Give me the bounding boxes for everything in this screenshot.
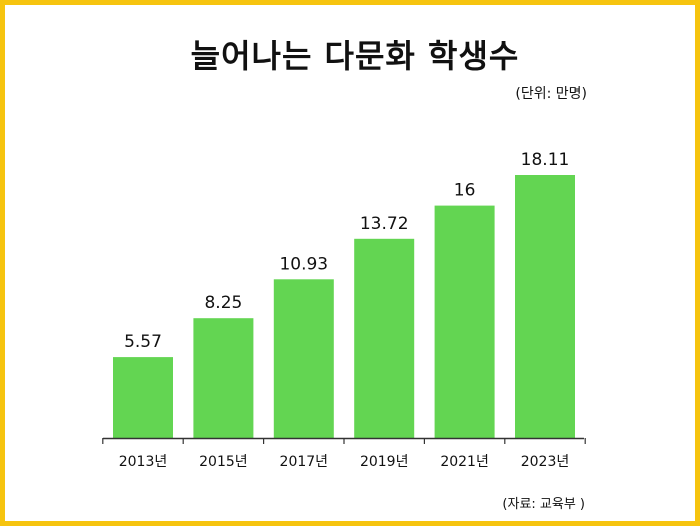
source-note: (자료: 교육부 ) — [502, 497, 585, 512]
value-label-2013년: 5.57 — [124, 332, 162, 352]
tick-label-2021년: 2021년 — [440, 454, 489, 470]
tick-label-2013년: 2013년 — [119, 454, 168, 470]
chart-title: 늘어나는 다문화 학생수 — [190, 37, 520, 75]
tick-label-2019년: 2019년 — [360, 454, 409, 470]
bar-2017년 — [273, 279, 334, 438]
value-label-2023년: 18.11 — [521, 150, 570, 170]
bar-2023년 — [515, 175, 575, 438]
tick-label-2015년: 2015년 — [199, 454, 248, 470]
bar-2015년 — [193, 318, 254, 438]
value-label-2015년: 8.25 — [204, 293, 242, 313]
value-label-2019년: 13.72 — [360, 214, 409, 234]
tick-label-2023년: 2023년 — [521, 454, 570, 470]
bar-2013년 — [113, 357, 173, 438]
bar-2021년 — [434, 205, 495, 438]
value-label-2017년: 10.93 — [279, 254, 328, 274]
bar-2019년 — [354, 238, 415, 438]
value-label-2021년: 16 — [454, 181, 476, 201]
unit-note: (단위: 만명) — [515, 86, 587, 102]
tick-label-2017년: 2017년 — [280, 454, 329, 470]
